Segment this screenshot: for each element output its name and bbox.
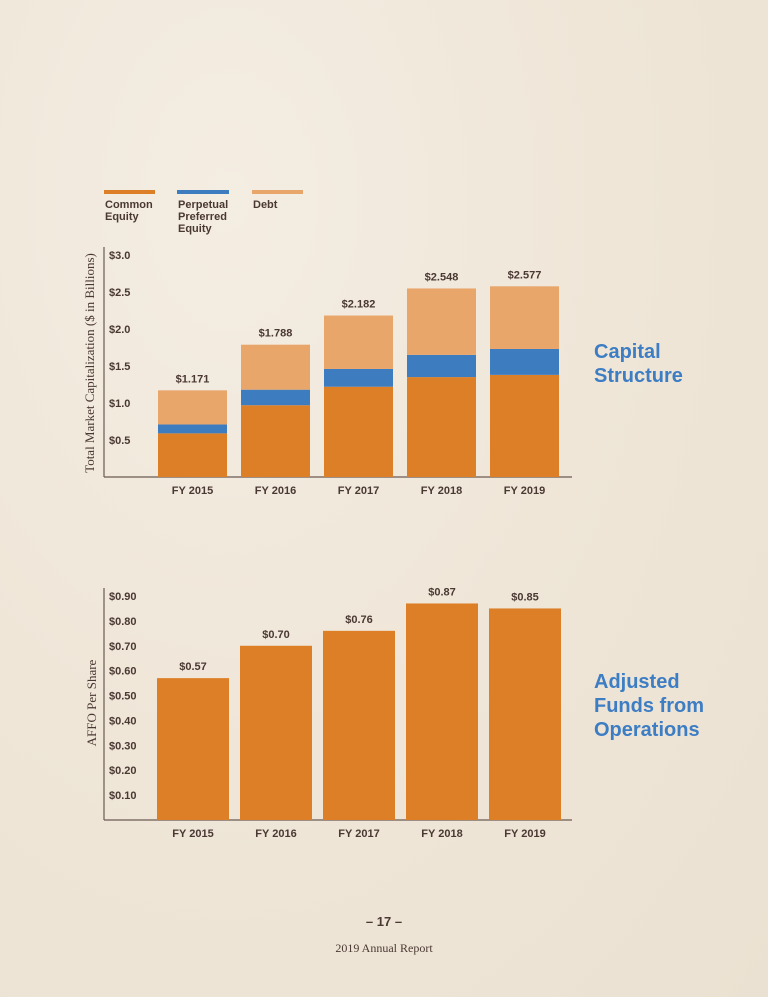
legend-swatch-debt <box>252 190 303 194</box>
legend-swatch-common-equity <box>104 190 155 194</box>
value-label: $0.85 <box>511 591 539 603</box>
x-tick-label: FY 2016 <box>255 485 296 497</box>
bar-segment-perpetual-preferred-equity <box>407 354 476 378</box>
total-label: $2.182 <box>342 299 376 311</box>
y-tick-label: $0.10 <box>109 790 137 802</box>
x-tick-label: FY 2018 <box>421 485 462 497</box>
y-axis-title: AFFO Per Share <box>84 659 99 746</box>
bar <box>406 603 478 820</box>
bar-segment-perpetual-preferred-equity <box>158 424 227 434</box>
y-tick-label: $0.20 <box>109 765 137 777</box>
legend-label-common-equity: Common Equity <box>105 199 165 223</box>
bar-segment-common-equity <box>158 433 227 477</box>
bar-segment-debt <box>324 315 393 369</box>
legend-text-line: Debt <box>253 199 278 211</box>
y-tick-label: $0.40 <box>109 715 137 727</box>
legend-label-preferred: Perpetual Preferred Equity <box>178 199 238 235</box>
legend-text-line: Equity <box>105 211 139 223</box>
bar-segment-perpetual-preferred-equity <box>324 368 393 387</box>
x-tick-label: FY 2019 <box>504 485 545 497</box>
x-tick-label: FY 2015 <box>172 828 213 840</box>
total-label: $1.171 <box>176 373 210 385</box>
capital-structure-chart: $0.5 $1.0 $1.5 $2.0 $2.5 $3.0 Total Market Cap… <box>82 247 572 497</box>
capital-structure-title: Capital Structure <box>594 340 754 388</box>
total-label: $2.577 <box>508 269 542 281</box>
x-tick-label: FY 2017 <box>338 485 379 497</box>
y-tick-label: $2.5 <box>109 287 130 299</box>
y-tick-label: $1.5 <box>109 361 130 373</box>
x-tick-label: FY 2017 <box>338 828 379 840</box>
x-tick-label: FY 2019 <box>504 828 545 840</box>
y-axis-title: Total Market Capitalization ($ in Billio… <box>82 253 97 473</box>
legend-text-line: Perpetual <box>178 199 229 211</box>
bar-segment-debt <box>407 288 476 355</box>
bar-segment-perpetual-preferred-equity <box>241 389 310 406</box>
bar <box>323 630 395 820</box>
bar-segment-common-equity <box>324 386 393 477</box>
total-label: $1.788 <box>259 328 293 340</box>
bar <box>489 608 561 820</box>
bar-segment-debt <box>158 390 227 425</box>
title-line: Structure <box>594 365 683 387</box>
report-footer: 2019 Annual Report <box>335 941 433 955</box>
y-tick-label: $0.50 <box>109 691 137 703</box>
title-line: Operations <box>594 719 700 741</box>
value-label: $0.57 <box>179 661 207 673</box>
title-line: Adjusted <box>594 671 680 693</box>
y-tick-label: $0.30 <box>109 740 137 752</box>
legend-text-line: Preferred <box>178 211 227 223</box>
bar-segment-common-equity <box>407 377 476 477</box>
bar-segment-debt <box>490 286 559 349</box>
value-label: $0.70 <box>262 629 290 641</box>
y-tick-label: $0.5 <box>109 435 130 447</box>
x-tick-label: FY 2018 <box>421 828 462 840</box>
x-tick-label: FY 2015 <box>172 485 213 497</box>
y-tick-label: $2.0 <box>109 324 130 336</box>
bar-segment-common-equity <box>490 374 559 477</box>
value-label: $0.76 <box>345 614 373 626</box>
legend-text-line: Equity <box>178 223 212 235</box>
bar-segment-common-equity <box>241 405 310 477</box>
affo-title: Adjusted Funds from Operations <box>594 670 754 742</box>
y-tick-label: $0.90 <box>109 591 137 603</box>
y-tick-label: $1.0 <box>109 398 130 410</box>
legend-label-debt: Debt <box>253 199 313 211</box>
bar <box>240 645 312 820</box>
y-tick-label: $0.70 <box>109 641 137 653</box>
y-tick-label: $0.80 <box>109 616 137 628</box>
x-tick-label: FY 2016 <box>255 828 296 840</box>
page-number: – 17 – <box>365 914 403 929</box>
legend-text-line: Common <box>105 199 153 211</box>
legend-swatch-preferred <box>177 190 229 194</box>
total-label: $2.548 <box>425 271 459 283</box>
y-tick-label: $0.60 <box>109 666 137 678</box>
bar <box>157 678 229 820</box>
y-tick-label: $3.0 <box>109 250 130 262</box>
title-line: Capital <box>594 341 661 363</box>
title-line: Funds from <box>594 695 704 717</box>
bar-segment-debt <box>241 344 310 390</box>
value-label: $0.87 <box>428 586 456 598</box>
bar-segment-perpetual-preferred-equity <box>490 348 559 375</box>
